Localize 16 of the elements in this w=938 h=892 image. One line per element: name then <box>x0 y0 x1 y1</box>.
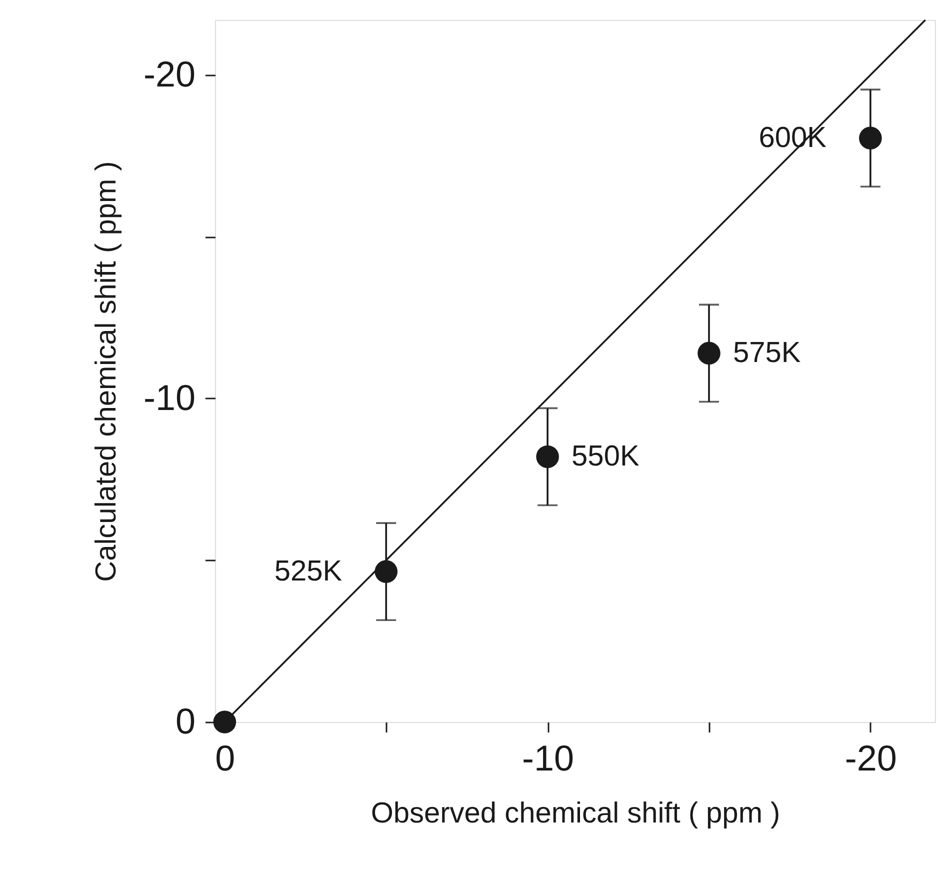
point <box>859 126 882 150</box>
x-tick-label: -20 <box>844 738 897 778</box>
y-tick-label: 0 <box>175 700 196 742</box>
point <box>374 560 398 583</box>
y-axis-title: Calculated chemical shift ( ppm ) <box>90 161 122 582</box>
x-tick-label: -10 <box>522 738 574 778</box>
annotation: 575K <box>732 337 802 370</box>
point <box>536 445 559 468</box>
x-axis-title: Observed chemical shift ( ppm ) <box>370 798 780 830</box>
x-tick-label: 0 <box>215 738 236 778</box>
point <box>213 710 236 734</box>
y-tick-label: -10 <box>143 377 196 418</box>
y-tick-label: -20 <box>143 53 196 94</box>
annotation: 525K <box>274 556 343 588</box>
point <box>698 342 720 365</box>
annotation: 550K <box>572 440 640 473</box>
